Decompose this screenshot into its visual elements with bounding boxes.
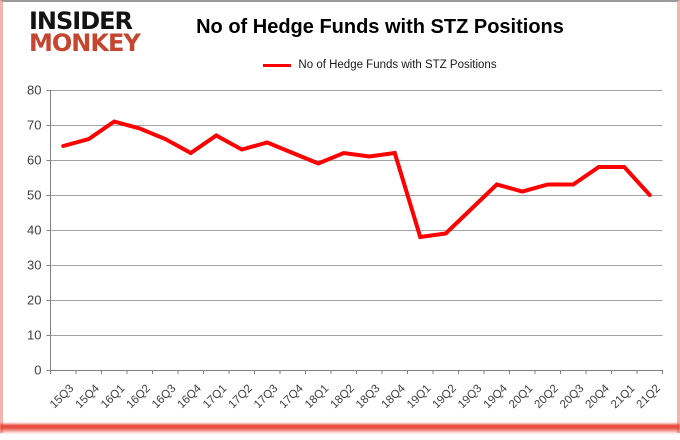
x-tick-label: 18Q4 [379, 382, 408, 411]
x-tick-label: 20Q2 [532, 383, 560, 411]
logo-line1: INSIDER [29, 7, 133, 35]
x-tick-label: 18Q1 [303, 383, 331, 411]
x-tick-label: 19Q2 [430, 383, 458, 411]
x-tick-label: 18Q2 [328, 383, 356, 411]
y-tick-label: 20 [27, 293, 41, 308]
x-tick-label: 16Q3 [150, 383, 178, 411]
x-tick-label: 15Q3 [48, 383, 76, 411]
x-tick-label: 16Q2 [124, 383, 152, 411]
y-tick-label: 0 [34, 363, 41, 378]
x-tick-label: 20Q1 [507, 383, 535, 411]
logo-line2: MONKEY [29, 29, 141, 58]
y-tick-label: 70 [27, 118, 41, 133]
chart-legend: No of Hedge Funds with STZ Positions [93, 59, 667, 71]
x-tick-label: 19Q4 [481, 382, 510, 411]
x-tick-label: 19Q1 [405, 383, 433, 411]
x-tick-label: 16Q4 [175, 382, 204, 411]
x-tick-label: 15Q4 [73, 382, 102, 411]
insider-monkey-logo: INSIDER MONKEY [29, 7, 141, 58]
x-tick-label: 17Q3 [252, 383, 280, 411]
y-tick-label: 80 [27, 83, 41, 98]
y-tick-label: 50 [27, 188, 41, 203]
x-tick-label: 19Q3 [456, 383, 484, 411]
y-tick-label: 30 [27, 258, 41, 273]
x-tick-label: 17Q1 [201, 383, 229, 411]
x-tick-label: 18Q3 [354, 383, 382, 411]
x-tick-label: 16Q1 [99, 383, 127, 411]
x-tick-label: 20Q4 [583, 382, 612, 411]
x-tick-label: 17Q4 [277, 382, 306, 411]
legend-label: No of Hedge Funds with STZ Positions [298, 59, 497, 71]
x-tick-label: 20Q3 [558, 383, 586, 411]
x-tick-label: 21Q1 [609, 383, 637, 411]
chart-title: No of Hedge Funds with STZ Positions [196, 16, 564, 38]
y-tick-label: 40 [27, 223, 41, 238]
series-line [61, 119, 652, 240]
y-tick-label: 60 [27, 153, 41, 168]
x-tick-label: 21Q2 [634, 383, 662, 411]
legend-line-swatch [263, 63, 292, 67]
y-tick-label: 10 [27, 328, 41, 343]
chart-canvas: 0 10 20 30 40 50 60 70 80 15Q315Q416Q116Q216Q316Q… [27, 83, 663, 411]
x-tick-label: 17Q2 [226, 383, 254, 411]
